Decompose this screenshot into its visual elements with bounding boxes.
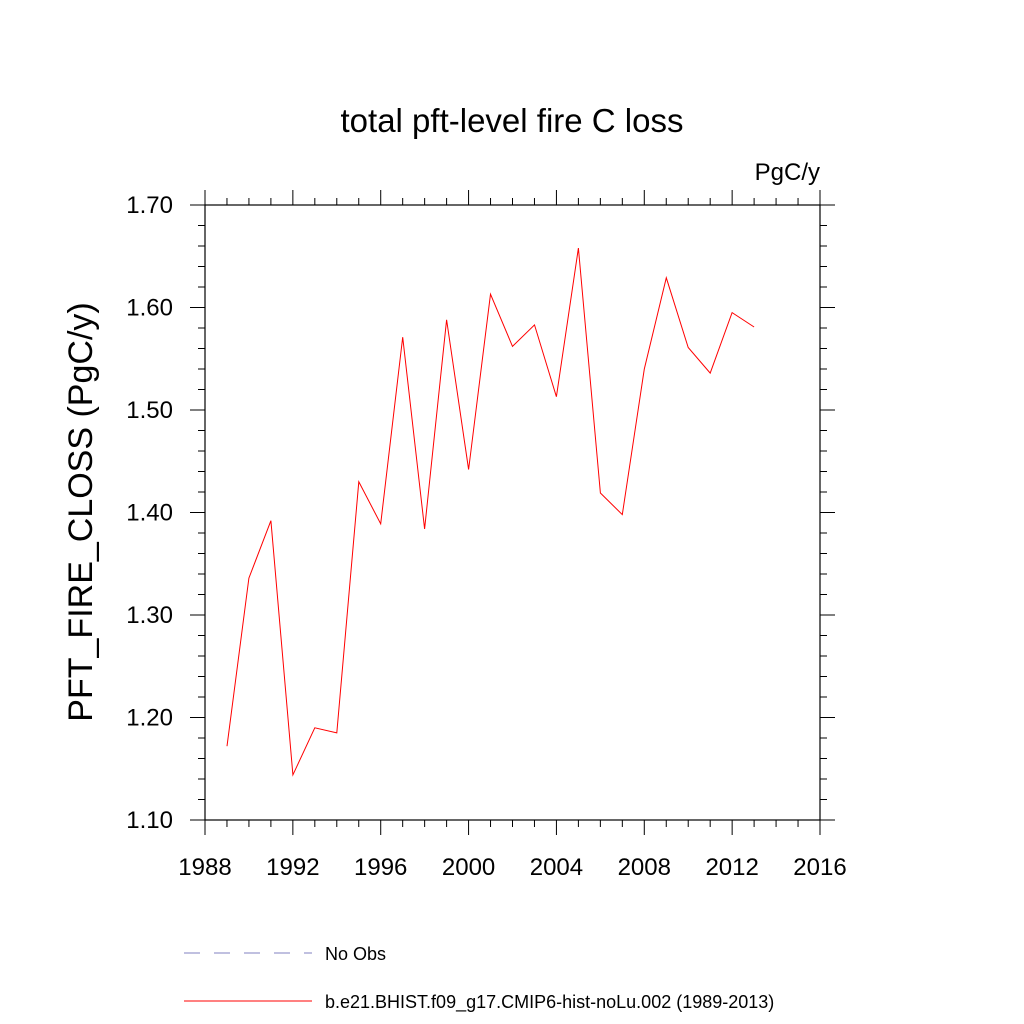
x-tick-label: 2016 (793, 854, 846, 881)
plot-area: 1988 1992 1996 2000 2004 2008 2012 2016 1.10 1.20… (126, 190, 847, 881)
x-tick-label: 2012 (705, 854, 758, 881)
x-tick-label: 2008 (618, 854, 671, 881)
y-tick-label: 1.10 (126, 807, 173, 834)
y-tick-label: 1.50 (126, 397, 173, 424)
y-tick-label: 1.60 (126, 295, 173, 322)
legend: No Obs b.e21.BHIST.f09_g17.CMIP6-hist-noL… (184, 944, 774, 1013)
x-tick-label: 1992 (266, 854, 319, 881)
x-tick-label: 1988 (178, 854, 231, 881)
legend-label: No Obs (325, 944, 386, 964)
x-tick-label: 2004 (530, 854, 583, 881)
plot-frame (204, 204, 821, 821)
y-tick-label: 1.40 (126, 500, 173, 527)
y-tick-label: 1.20 (126, 705, 173, 732)
units-label: PgC/y (755, 159, 820, 186)
y-tick-label: 1.70 (126, 192, 173, 219)
y-tick-label: 1.30 (126, 602, 173, 629)
x-tick-label: 1996 (354, 854, 407, 881)
series-line (226, 248, 755, 777)
y-axis-label: PFT_FIRE_CLOSS (PgC/y) (62, 302, 100, 721)
chart-title: total pft-level fire C loss (341, 102, 684, 139)
legend-label: b.e21.BHIST.f09_g17.CMIP6-hist-noLu.002 … (325, 992, 774, 1013)
x-tick-label: 2000 (442, 854, 495, 881)
